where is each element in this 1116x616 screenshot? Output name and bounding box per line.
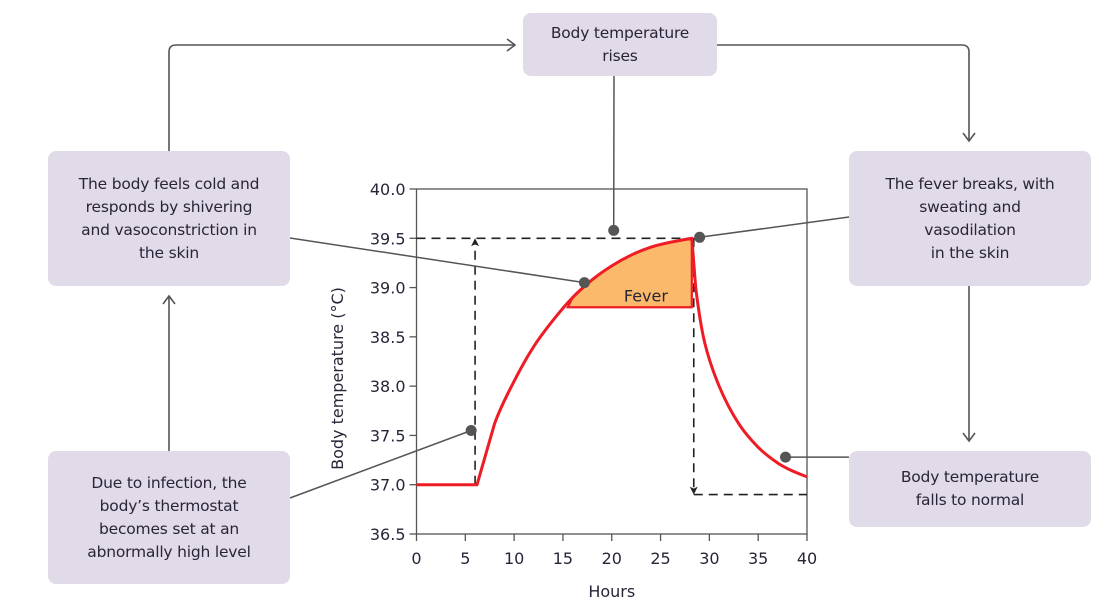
box-fever-breaks: The fever breaks, with sweating and vaso… xyxy=(849,151,1091,286)
y-tick-label: 38.5 xyxy=(370,328,406,347)
arrow-cold-to-rises xyxy=(168,38,517,151)
marker-infection-point xyxy=(465,425,477,436)
y-axis-title: Body temperature (°C) xyxy=(328,287,347,470)
x-tick-label: 0 xyxy=(411,549,421,568)
marker-normal-point xyxy=(780,451,792,463)
box-body-feels-cold: The body feels cold and responds by shiv… xyxy=(48,151,290,286)
box-text: Body temperature falls to normal xyxy=(900,468,1040,509)
box-text: The body feels cold and responds by shiv… xyxy=(78,174,260,262)
y-tick-label: 36.5 xyxy=(370,525,406,544)
x-tick-label: 15 xyxy=(553,549,573,568)
x-tick-label: 35 xyxy=(748,549,768,568)
box-temperature-rises: Body temperature rises xyxy=(523,13,717,76)
y-tick-label: 37.5 xyxy=(370,426,406,445)
marker-cold-point xyxy=(578,277,590,289)
cycle-arrows xyxy=(162,38,976,451)
fever-label: Fever xyxy=(624,286,668,305)
arrow-rises-to-breaks xyxy=(717,44,976,143)
x-tick-label: 10 xyxy=(504,549,524,568)
box-text: Body temperature rises xyxy=(550,23,690,65)
y-tick-label: 39.5 xyxy=(370,229,406,248)
leader-line-cold-point xyxy=(289,237,585,284)
temperature-curve xyxy=(416,236,808,487)
temperature-chart: 0 5 10 15 20 25 30 35 40 36.5 37.0 37.5 38.0 38.5 39.0… xyxy=(289,75,850,601)
y-tick-label: 39.0 xyxy=(370,279,406,298)
box-text: Due to infection, the body’s thermostat … xyxy=(87,473,251,561)
marker-rises-point xyxy=(608,224,620,236)
x-tick-label: 40 xyxy=(797,549,817,568)
x-tick-label: 25 xyxy=(650,549,670,568)
x-tick-label: 5 xyxy=(460,549,470,568)
box-text: The fever breaks, with sweating and vaso… xyxy=(885,174,1055,262)
box-infection-thermostat: Due to infection, the body’s thermostat … xyxy=(48,451,290,584)
y-tick-label: 40.0 xyxy=(370,180,406,199)
leader-line-infection-point xyxy=(289,429,472,499)
x-axis-title: Hours xyxy=(588,582,635,601)
x-tick-label: 30 xyxy=(699,549,719,568)
x-tick-label: 20 xyxy=(602,549,622,568)
leader-line-breaks-point xyxy=(699,216,850,239)
box-temperature-falls: Body temperature falls to normal xyxy=(849,451,1091,527)
marker-breaks-point xyxy=(694,231,706,243)
y-tick-label: 37.0 xyxy=(370,476,406,495)
y-tick-label: 38.0 xyxy=(370,377,406,396)
